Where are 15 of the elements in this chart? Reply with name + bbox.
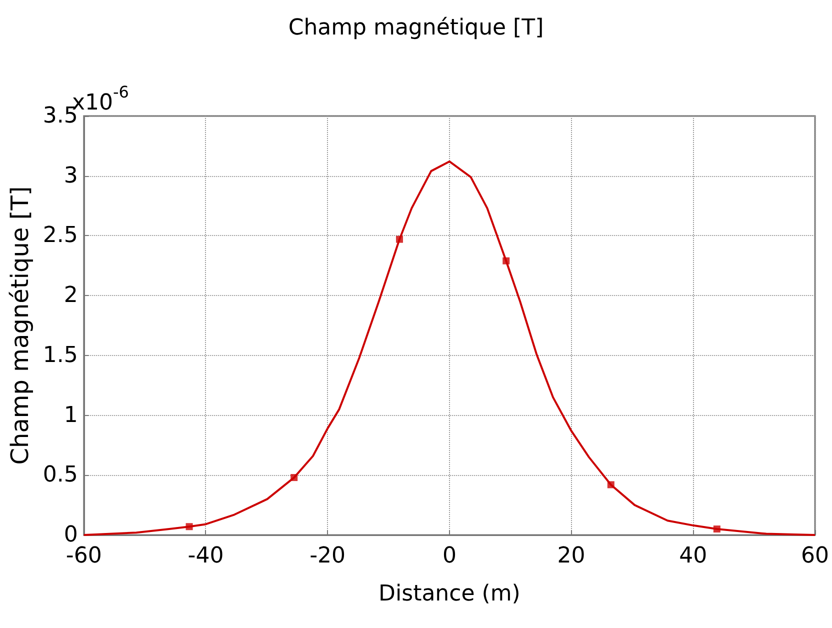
y-tick-label: 2: [64, 283, 78, 308]
x-tick-label: 20: [557, 544, 586, 568]
y-tick-label: 1: [64, 402, 78, 428]
y-tick-label: 1.5: [42, 342, 78, 368]
y-tick-label: 2.5: [42, 223, 78, 248]
y-tick-label: 0.5: [42, 462, 78, 488]
x-tick-label: 40: [679, 544, 708, 568]
chart-title: Champ magnétique [T]: [288, 16, 544, 40]
x-tick-label: 60: [801, 544, 830, 568]
x-tick-label: -40: [188, 544, 224, 568]
x-tick-label: 0: [442, 544, 456, 568]
x-axis-title: Distance (m): [378, 582, 520, 606]
y-tick-label: 3: [64, 163, 78, 188]
x-tick-label: -20: [310, 544, 346, 568]
y-axis-title: Champ magnétique [T]: [6, 186, 34, 465]
